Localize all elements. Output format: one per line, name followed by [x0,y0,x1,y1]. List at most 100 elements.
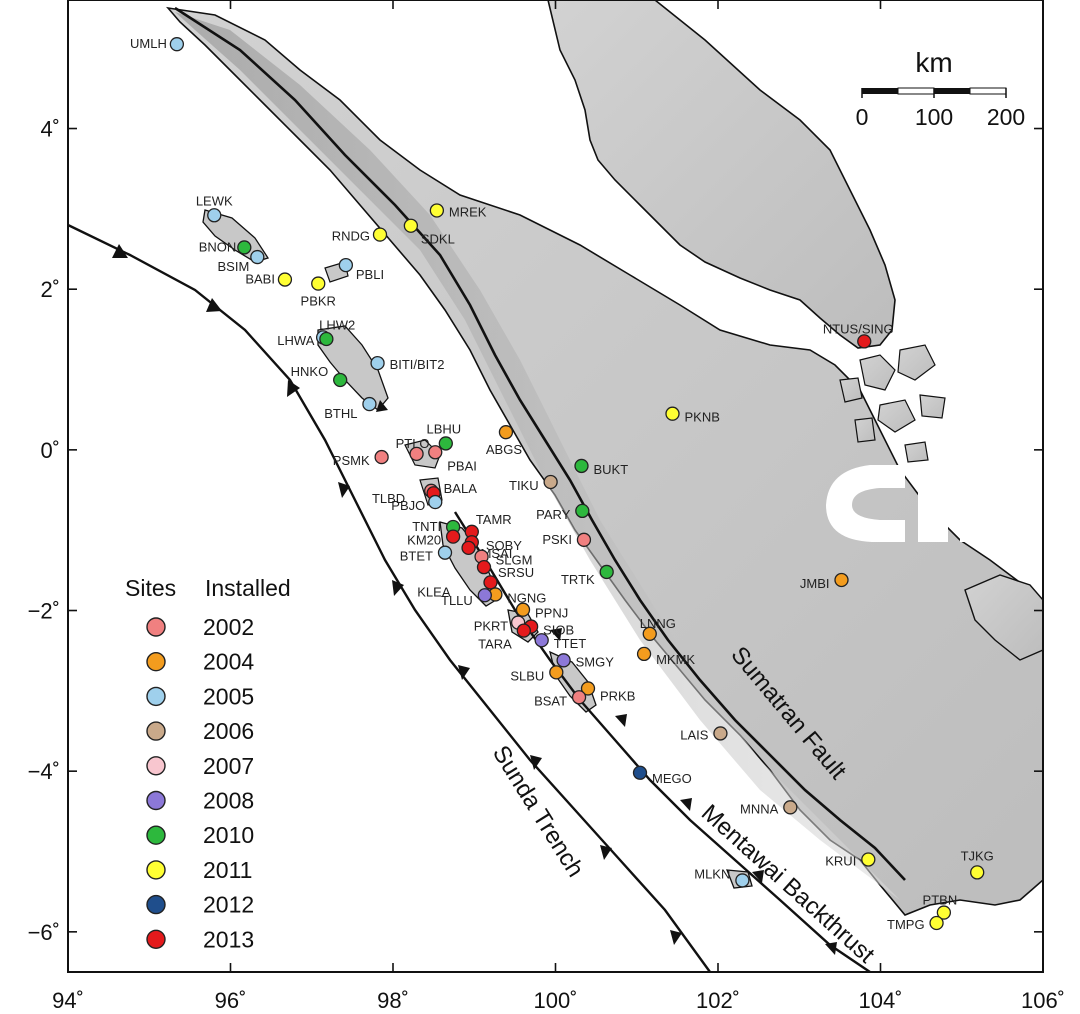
site-label: UMLH [130,36,167,51]
site-label: NTUS/SING [823,321,894,336]
site-label: TARA [478,637,512,652]
site-label: NGNG [507,590,546,605]
legend-year-label: 2005 [203,683,254,709]
legend-entry-2013: 2013 [146,926,254,952]
site-label: TLLU [441,593,473,608]
site-marker [277,272,293,287]
site-marker [403,218,419,233]
site-label: BNON [199,239,237,254]
site-label: BITI/BIT2 [390,357,445,372]
site-sdkl: SDKL [403,218,455,247]
site-ppnj: PPNJ [515,602,568,621]
legend-entry-2008: 2008 [146,788,254,814]
site-marker [250,249,265,265]
site-abgs: ABGS [486,425,522,457]
legend-swatch [146,790,166,811]
y-tick-label: 2˚ [40,277,60,302]
site-label: SDKL [421,232,455,247]
x-tick-label: 94˚ [52,988,84,1013]
site-label: HNKO [291,364,329,379]
site-marker [461,540,476,556]
site-label: MNNA [740,801,779,816]
riau-islands [839,344,946,463]
site-babi: BABI [245,272,293,287]
site-marker [237,240,252,255]
site-label: BALA [444,481,478,496]
site-umlh: UMLH [130,36,185,52]
site-bsim: BSIM [218,249,265,274]
legend-swatch [146,825,166,845]
site-label: SRSU [498,565,534,580]
sumatran-fault-line [174,6,906,881]
site-marker [599,564,614,580]
site-marker [834,572,849,588]
site-marker [580,681,596,696]
site-label: TJKG [961,848,994,863]
site-mrek: MREK [429,203,487,219]
legend-swatch [146,617,166,637]
x-tick-label: 102˚ [696,988,740,1013]
bangka-island [964,574,1043,661]
site-label: TLBD [372,491,405,506]
site-km20: KM20 [407,529,461,548]
site-pbai: PBAI [428,445,477,473]
site-tmpg: TMPG [887,915,944,932]
site-label: MLKN [694,866,730,881]
site-marker [483,575,498,590]
site-label: SOBY [486,538,522,553]
x-tick-label: 96˚ [215,988,247,1013]
site-label: PBJO [391,498,425,513]
site-slbu: SLBU [510,665,564,683]
legend-entry-2006: 2006 [146,718,254,744]
site-mnna: MNNA [740,800,798,816]
logo-watermark [826,465,1043,542]
legend-year-label: 2004 [203,649,254,675]
site-label: MKMK [656,652,695,667]
site-marker [372,227,388,242]
site-marker [169,37,185,52]
site-klea: KLEA [417,575,498,599]
legend-swatch [146,686,166,707]
site-hnko: HNKO [291,364,348,388]
site-marker [428,494,443,510]
site-label: TIKU [509,478,539,493]
site-pknb: PKNB [665,406,720,425]
site-label: BABI [245,272,275,287]
site-tara: TARA [478,623,531,652]
site-marker [338,257,354,273]
site-marker [477,588,492,603]
site-label: SIOB [543,623,574,638]
legend-title-installed: Installed [205,575,291,601]
site-pbkr: PBKR [301,276,336,309]
site-label: PTLO [396,436,430,451]
site-label: TTET [554,636,587,651]
site-rndg: RNDG [332,227,388,244]
malay-peninsula [547,0,896,349]
site-label: PBAI [447,458,477,473]
site-label: BSAT [534,693,567,708]
site-label: LHWA [277,333,314,348]
scale-bar-label-0: 0 [856,104,869,130]
x-tick-label: 100˚ [533,988,577,1013]
site-marker [929,915,944,931]
site-label: PKRT [474,619,508,634]
site-marker [516,623,531,638]
site-bnon: BNON [199,239,252,255]
site-ntus-sing: NTUS/SING [823,321,894,349]
site-marker [333,372,348,388]
legend-swatch [146,652,166,672]
axis-ticks: 94˚ 96˚ 98˚ 100˚ 102˚ 104˚ 106˚ 4˚ 2˚ 0˚ −2˚ −4˚ −6˚ [28,0,1065,1013]
site-bsat: BSAT [534,690,587,708]
barisan-mountains [175,12,900,900]
site-label: TAMR [476,512,512,527]
map-area: Sunda Trench Mentawai Backthrust Sumatra… [68,0,1043,972]
site-marker [311,276,326,291]
site-marker [438,436,453,451]
site-label: SMGY [576,654,615,669]
site-marker [861,852,876,867]
legend-title-sites: Sites [125,575,176,601]
site-marker [642,626,657,641]
site-label: TRTK [561,572,595,587]
legend-entry-2007: 2007 [146,753,254,779]
